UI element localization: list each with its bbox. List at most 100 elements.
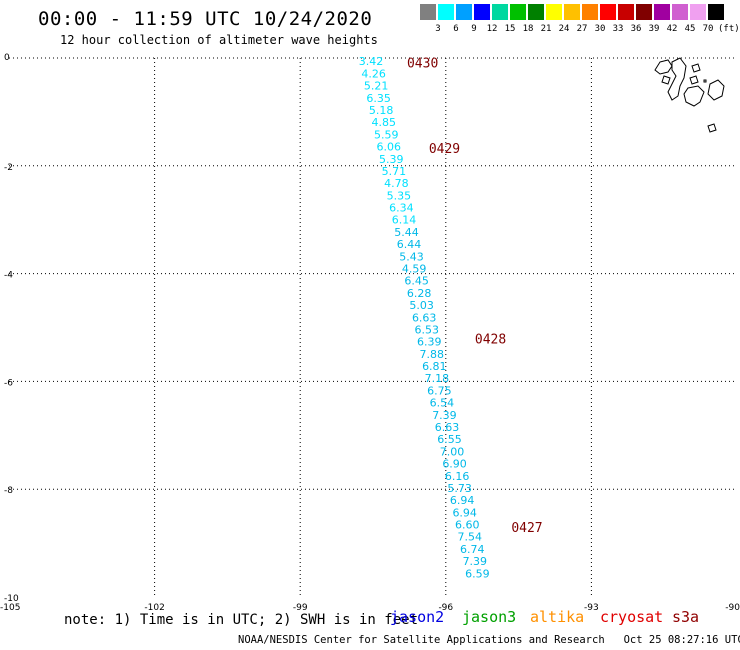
wave-height-value: 6.60 bbox=[455, 519, 480, 532]
legend-label: 6 bbox=[453, 24, 459, 34]
legend-label: 9 bbox=[471, 24, 477, 34]
wave-height-value: 6.59 bbox=[465, 567, 490, 580]
wave-height-value: 5.39 bbox=[379, 153, 404, 166]
legend-swatch bbox=[438, 4, 454, 20]
mission-jason3: jason3 bbox=[462, 608, 517, 626]
wave-height-value: 6.28 bbox=[407, 287, 432, 300]
pass-time-label: 0429 bbox=[429, 142, 460, 157]
mission-altika: altika bbox=[530, 608, 585, 626]
legend-label: 39 bbox=[648, 24, 660, 34]
legend-label: 33 bbox=[612, 24, 624, 34]
wave-height-value: 6.35 bbox=[366, 92, 391, 105]
credit-line: NOAA/NESDIS Center for Satellite Applica… bbox=[238, 634, 740, 646]
wave-height-value: 6.81 bbox=[422, 360, 447, 373]
y-tick-label: 0 bbox=[4, 53, 10, 63]
legend-label: 70 bbox=[702, 24, 714, 34]
legend-label: 12 bbox=[486, 24, 498, 34]
legend-swatch bbox=[474, 4, 490, 20]
legend-label: 45 bbox=[684, 24, 696, 34]
wave-height-value: 7.54 bbox=[458, 531, 483, 544]
legend-swatch bbox=[492, 4, 508, 20]
wave-height-value: 6.63 bbox=[435, 421, 460, 434]
legend-swatch bbox=[456, 4, 472, 20]
map-subtitle: 12 hour collection of altimeter wave hei… bbox=[60, 33, 378, 47]
wave-height-value: 7.00 bbox=[440, 445, 465, 458]
legend-swatch bbox=[564, 4, 580, 20]
legend-label: 3 bbox=[435, 24, 441, 34]
axis-tick-labels: -105 -102 -99 -96 -93 -90 0 -2 -4 -6 -8 -10 bbox=[0, 53, 740, 613]
wave-height-value: 6.90 bbox=[442, 458, 467, 471]
pass-time-label: 0428 bbox=[475, 332, 506, 347]
legend-label: 21 bbox=[540, 24, 552, 34]
mission-jason2: jason2 bbox=[390, 608, 445, 626]
legend-swatch bbox=[672, 4, 688, 20]
legend-label: 15 bbox=[504, 24, 516, 34]
legend-swatch bbox=[690, 4, 706, 20]
legend-unit: (ft) bbox=[718, 24, 740, 34]
wave-height-value: 4.59 bbox=[402, 262, 427, 275]
x-tick-label: -102 bbox=[144, 603, 164, 613]
wave-height-value: 6.63 bbox=[412, 311, 437, 324]
wave-height-value: 4.26 bbox=[361, 67, 386, 80]
legend-label: 36 bbox=[630, 24, 642, 34]
legend-swatch bbox=[618, 4, 634, 20]
legend-label: 30 bbox=[594, 24, 606, 34]
x-tick-label: -93 bbox=[584, 603, 599, 613]
wave-height-value: 7.88 bbox=[420, 348, 445, 361]
legend-label: 27 bbox=[576, 24, 588, 34]
galapagos-islands bbox=[654, 57, 725, 133]
map-title: 00:00 - 11:59 UTC 10/24/2020 bbox=[38, 8, 373, 30]
wave-height-value: 6.34 bbox=[389, 202, 414, 215]
altimeter-track: 3.424.265.216.355.184.855.596.065.395.71… bbox=[359, 55, 490, 580]
y-tick-label: -4 bbox=[4, 271, 13, 281]
footer-note: note: 1) Time is in UTC; 2) SWH is in fe… bbox=[64, 612, 419, 628]
wave-height-value: 5.73 bbox=[447, 482, 472, 495]
wave-height-value: 6.75 bbox=[427, 384, 452, 397]
legend-label: 24 bbox=[558, 24, 570, 34]
x-tick-label: -105 bbox=[0, 603, 20, 613]
lat-lon-grid bbox=[9, 57, 737, 597]
x-tick-label: -99 bbox=[293, 603, 308, 613]
legend-swatch bbox=[654, 4, 670, 20]
wave-height-value: 6.74 bbox=[460, 543, 485, 556]
wave-height-value: 6.54 bbox=[430, 397, 455, 410]
legend-swatch bbox=[636, 4, 652, 20]
wave-height-value: 6.55 bbox=[437, 433, 462, 446]
wave-height-value: 5.71 bbox=[382, 165, 407, 178]
legend-swatch bbox=[708, 4, 724, 20]
wave-height-value: 6.14 bbox=[392, 214, 417, 227]
y-tick-label: -8 bbox=[4, 486, 13, 496]
x-tick-label: -96 bbox=[438, 603, 453, 613]
legend-swatch bbox=[600, 4, 616, 20]
mission-s3a: s3a bbox=[672, 608, 700, 626]
pass-time-label: 0430 bbox=[407, 56, 438, 71]
legend-label: 42 bbox=[666, 24, 678, 34]
wave-height-value: 6.94 bbox=[452, 506, 477, 519]
wave-height-value: 6.16 bbox=[445, 470, 470, 483]
legend-swatch bbox=[582, 4, 598, 20]
wave-height-value: 6.53 bbox=[414, 323, 439, 336]
wave-height-value: 6.45 bbox=[404, 275, 429, 288]
pass-time-label: 0427 bbox=[511, 521, 542, 536]
wave-height-value: 7.39 bbox=[432, 409, 457, 422]
wave-height-value: 3.42 bbox=[359, 55, 384, 68]
wave-height-value: 5.44 bbox=[394, 226, 419, 239]
wave-height-value: 5.21 bbox=[364, 80, 389, 93]
wave-height-value: 5.43 bbox=[399, 250, 424, 263]
legend-label: 18 bbox=[522, 24, 534, 34]
wave-height-value: 4.78 bbox=[384, 177, 409, 190]
wave-height-value: 5.03 bbox=[409, 299, 434, 312]
wave-height-value: 6.06 bbox=[377, 141, 402, 154]
y-tick-label: -2 bbox=[4, 163, 13, 173]
wave-height-value: 6.39 bbox=[417, 336, 442, 349]
wave-height-value: 4.85 bbox=[371, 116, 396, 129]
wave-height-value: 5.59 bbox=[374, 128, 399, 141]
y-tick-label: -10 bbox=[4, 594, 19, 604]
y-tick-label: -6 bbox=[4, 378, 13, 388]
pass-time-labels: 0430 0429 0428 0427 bbox=[407, 56, 543, 536]
wave-height-value: 6.94 bbox=[450, 494, 475, 507]
legend-swatch bbox=[528, 4, 544, 20]
wave-height-value: 5.35 bbox=[387, 189, 412, 202]
mission-cryosat: cryosat bbox=[600, 608, 664, 626]
